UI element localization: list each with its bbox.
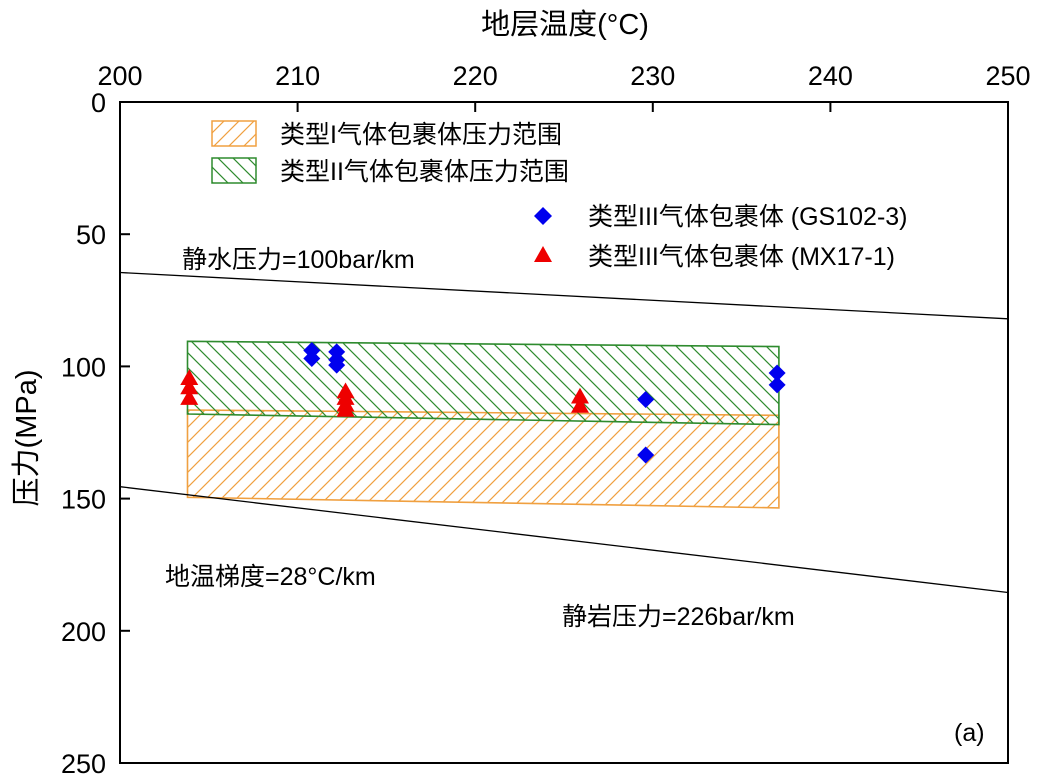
geothermal-gradient-label: 地温梯度=28°C/km (165, 563, 376, 591)
legend-diamond-marker (534, 207, 552, 225)
gs102-3-point (328, 356, 346, 374)
y-tick-label: 200 (61, 617, 106, 647)
mx17-1-point (180, 369, 199, 386)
legend-item-type-ii: 类型II气体包裹体压力范围 (211, 157, 569, 186)
y-axis-ticks: 0 50 100 150 200 250 (61, 88, 130, 779)
legend-label-mx17-1: 类型III气体包裹体 (MX17-1) (588, 243, 895, 271)
mx17-1-point (570, 387, 589, 404)
legend-label-gs102-3: 类型III气体包裹体 (GS102-3) (588, 203, 908, 231)
plot-frame (119, 101, 1009, 764)
legend-triangle-marker (534, 246, 552, 262)
reference-lines (119, 271, 1009, 594)
gs102-3-point (768, 364, 786, 382)
panel-label: (a) (954, 719, 985, 747)
legend-item-mx17-1: 类型III气体包裹体 (MX17-1) (534, 243, 895, 271)
mx17-1-point (180, 389, 199, 405)
x-tick-label: 240 (808, 61, 853, 91)
gs102-3-point (303, 349, 321, 367)
gs102-3-point (637, 446, 655, 464)
x-axis-ticks: 200 210 220 230 240 250 (97, 61, 1031, 112)
y-tick-label: 100 (61, 352, 106, 382)
hydrostatic-pressure-line (119, 271, 1009, 320)
lithostatic-pressure-label: 静岩压力=226bar/km (562, 603, 795, 631)
gs102-3-point (768, 376, 786, 394)
legend: 类型I气体包裹体压力范围 类型II气体包裹体压力范围 类型III气体包裹体 (G… (211, 120, 908, 271)
legend-label-type-ii: 类型II气体包裹体压力范围 (280, 158, 569, 186)
legend-swatch-type-ii (211, 157, 257, 184)
legend-item-type-i: 类型I气体包裹体压力范围 (211, 120, 562, 149)
hydrostatic-pressure-label: 静水压力=100bar/km (182, 246, 415, 274)
data-points (180, 342, 786, 464)
y-tick-label: 150 (61, 485, 106, 515)
x-tick-label: 210 (275, 61, 320, 91)
legend-label-type-i: 类型I气体包裹体压力范围 (280, 121, 562, 149)
y-tick-label: 250 (61, 749, 106, 779)
x-tick-label: 220 (453, 61, 498, 91)
legend-swatch-type-i (211, 120, 257, 147)
legend-item-gs102-3: 类型III气体包裹体 (GS102-3) (534, 203, 908, 231)
lithostatic-pressure-line (119, 486, 1009, 594)
x-tick-label: 250 (985, 61, 1030, 91)
mx17-1-point (180, 378, 199, 395)
type-i-pressure-range (186, 409, 780, 509)
x-tick-label: 230 (630, 61, 675, 91)
x-tick-label: 200 (97, 61, 142, 91)
y-tick-label: 50 (76, 220, 106, 250)
type-ii-pressure-range (186, 340, 780, 426)
y-axis-title: 压力(MPa) (10, 370, 43, 507)
mx17-1-point (570, 397, 589, 413)
pressure-ranges (186, 340, 780, 509)
y-tick-label: 0 (91, 88, 106, 118)
x-axis-title: 地层温度(°C) (481, 8, 649, 41)
mx17-1-point (336, 401, 355, 417)
gs102-3-point (637, 390, 655, 408)
